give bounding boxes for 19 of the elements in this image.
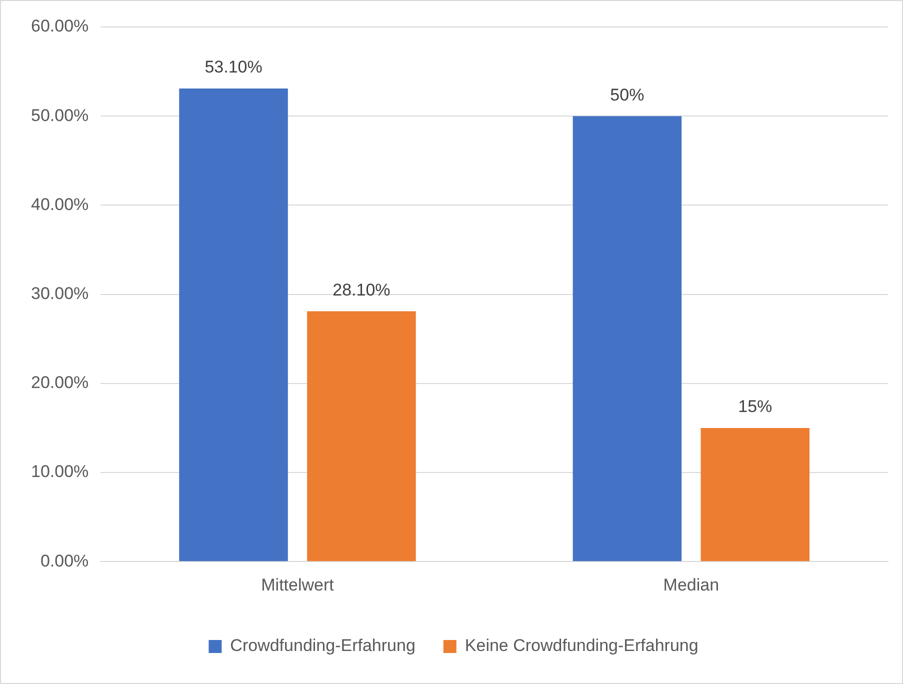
bar: [700, 428, 810, 562]
y-tick-label: 50.00%: [30, 106, 89, 125]
y-tick-label: 0.00%: [40, 551, 89, 570]
data-label: 50%: [610, 85, 644, 104]
legend-label: Crowdfunding-Erfahrung: [230, 636, 416, 656]
bar: [179, 88, 288, 562]
data-label: 28.10%: [332, 280, 390, 300]
data-label: 53.10%: [204, 58, 262, 77]
y-tick-label: 40.00%: [30, 194, 89, 214]
y-tick-label: 10.00%: [30, 462, 89, 482]
x-tick-label: Median: [663, 575, 720, 594]
data-label: 15%: [738, 397, 772, 416]
y-tick-label: 30.00%: [30, 284, 89, 303]
bar: [572, 116, 682, 562]
legend-label: Keine Crowdfunding-Erfahrung: [464, 636, 698, 656]
y-tick-label: 20.00%: [30, 373, 89, 392]
x-tick-label: Mittelwert: [261, 575, 334, 594]
bar: [307, 311, 416, 562]
y-tick-label: 60.00%: [30, 16, 89, 36]
